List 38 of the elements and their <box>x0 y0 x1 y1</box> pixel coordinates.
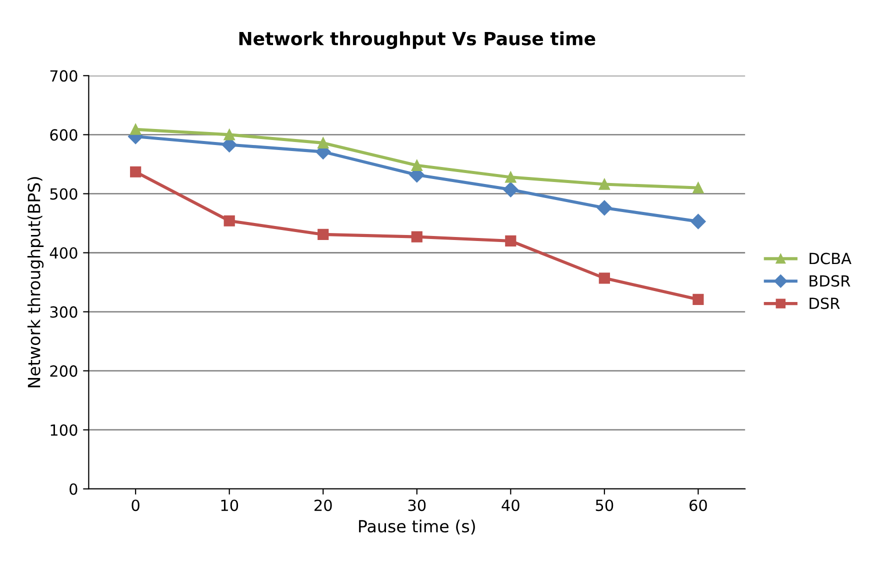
point <box>690 214 706 230</box>
point <box>130 166 142 178</box>
point <box>411 160 422 171</box>
point <box>318 137 329 149</box>
legend-label: DSR <box>810 298 840 310</box>
chart-title: Network throughput Vs Pause time <box>239 31 596 49</box>
point <box>692 182 704 194</box>
x-tick-label: 40 <box>502 500 520 512</box>
legend-label: DCBA <box>810 252 852 264</box>
point <box>598 178 610 190</box>
y-tick-label: 500 <box>50 188 78 200</box>
y-tick-label: 0 <box>70 483 78 495</box>
x-tick-label: 60 <box>690 500 707 512</box>
point <box>503 182 518 198</box>
point <box>596 200 612 216</box>
x-axis-title: Pause time (s) <box>359 520 475 534</box>
y-tick-label: 400 <box>50 247 78 259</box>
point <box>130 124 142 135</box>
point <box>692 294 704 305</box>
x-tick-label: 50 <box>596 500 614 512</box>
y-tick-label: 600 <box>50 129 78 141</box>
y-tick-label: 100 <box>50 424 78 436</box>
x-tick-label: 30 <box>408 500 426 512</box>
point <box>411 231 422 242</box>
y-tick-label: 300 <box>50 306 78 318</box>
point <box>505 172 516 183</box>
legend-label: BDSR <box>810 275 850 287</box>
point <box>318 228 329 240</box>
y-tick-label: 700 <box>50 70 78 82</box>
y-tick-label: 200 <box>50 365 78 377</box>
x-tick-label: 0 <box>132 500 140 512</box>
point <box>224 129 235 140</box>
point <box>598 272 610 284</box>
x-tick-label: 10 <box>221 500 238 512</box>
y-axis-title: Network throughput(BPS) <box>27 177 44 388</box>
point <box>505 235 516 247</box>
point <box>224 215 235 226</box>
x-tick-label: 20 <box>314 500 332 512</box>
